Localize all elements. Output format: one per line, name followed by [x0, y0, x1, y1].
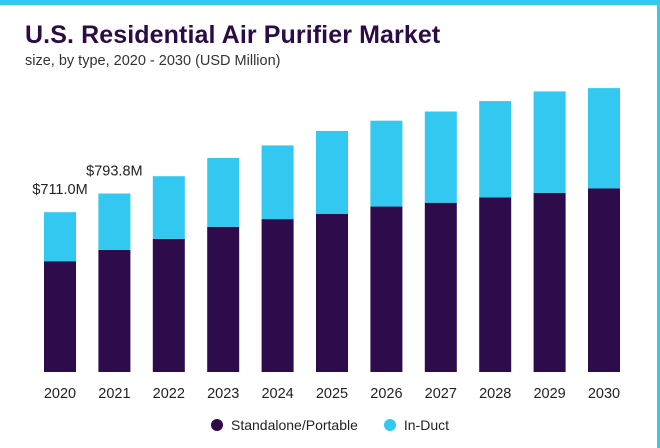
- data-label-2021: $793.8M: [86, 164, 142, 180]
- bar-standalone-2027: [424, 202, 457, 372]
- bar-induct-2030: [588, 88, 620, 189]
- legend-dot-standalone: [211, 419, 223, 431]
- bar-standalone-2024: [261, 219, 294, 372]
- x-tick-label-2029: 2029: [533, 386, 565, 402]
- x-tick-label-2030: 2030: [588, 386, 620, 402]
- bar-standalone-2021: [98, 249, 131, 372]
- x-tick-label-2027: 2027: [425, 386, 457, 402]
- bar-induct-2021: [98, 193, 131, 250]
- x-tick-label-2022: 2022: [153, 386, 185, 402]
- bar-standalone-2026: [370, 206, 403, 372]
- legend-item-standalone: Standalone/Portable: [211, 417, 358, 433]
- bar-standalone-2023: [207, 226, 240, 372]
- legend-label-induct: In-Duct: [403, 417, 449, 433]
- chart-title: U.S. Residential Air Purifier Market: [25, 21, 441, 49]
- x-tick-label-2020: 2020: [44, 386, 76, 402]
- legend-item-induct: In-Duct: [383, 417, 449, 433]
- bar-induct-2023: [207, 158, 240, 227]
- bar-standalone-2025: [316, 214, 348, 372]
- bar-induct-2029: [533, 91, 566, 193]
- data-label-2020: $711.0M: [32, 182, 87, 198]
- chart-subtitle: size, by type, 2020 - 2030 (USD Million): [25, 53, 281, 69]
- x-tick-label-2021: 2021: [98, 386, 130, 402]
- bar-standalone-2022: [152, 238, 185, 372]
- bar-induct-2024: [261, 145, 294, 220]
- bar-induct-2026: [370, 120, 403, 207]
- top-accent-border: [0, 0, 660, 5]
- legend-label-standalone: Standalone/Portable: [231, 417, 358, 433]
- bar-induct-2028: [479, 101, 512, 198]
- chart-legend: Standalone/Portable In-Duct: [0, 417, 660, 433]
- bar-standalone-2030: [588, 188, 620, 372]
- x-tick-label-2026: 2026: [370, 386, 402, 402]
- x-tick-label-2025: 2025: [316, 386, 348, 402]
- bar-induct-2020: [44, 212, 76, 262]
- bar-standalone-2029: [533, 192, 566, 372]
- x-tick-label-2023: 2023: [207, 386, 239, 402]
- chart-header: U.S. Residential Air Purifier Market siz…: [25, 20, 440, 70]
- x-tick-label-2028: 2028: [479, 386, 511, 402]
- bar-induct-2025: [316, 131, 348, 214]
- right-accent-border: [657, 0, 660, 448]
- x-tick-label-2024: 2024: [261, 386, 293, 402]
- bar-standalone-2020: [44, 261, 76, 372]
- legend-dot-induct: [383, 419, 396, 431]
- bar-standalone-2028: [479, 197, 512, 372]
- bar-induct-2027: [424, 111, 457, 203]
- bar-induct-2022: [152, 176, 185, 239]
